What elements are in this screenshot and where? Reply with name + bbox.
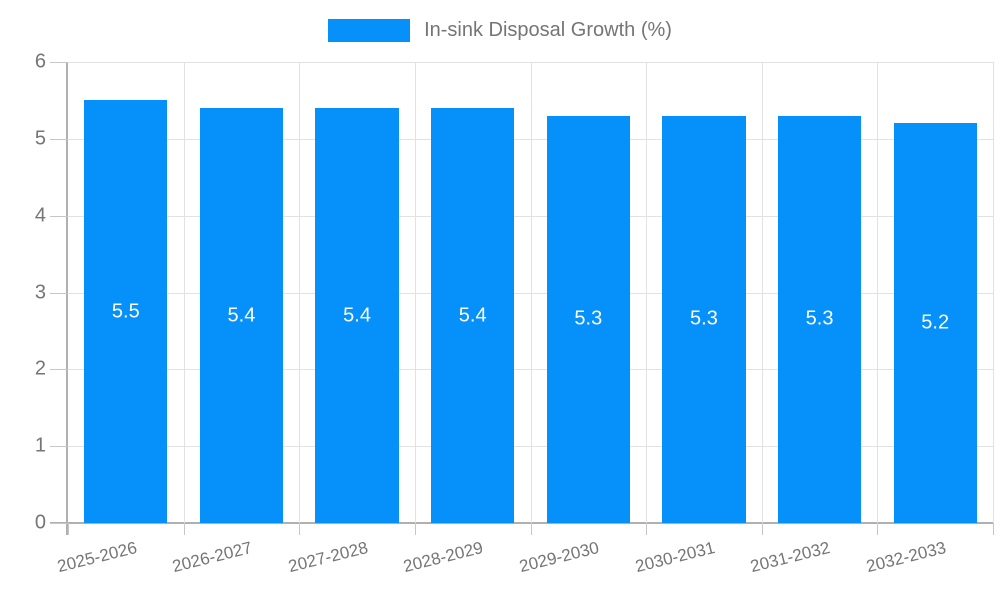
x-axis-tick bbox=[993, 523, 994, 535]
bar-2026-2027: 5.4 bbox=[199, 108, 284, 523]
x-axis-tick bbox=[68, 523, 69, 535]
y-axis-labels: 0 1 2 3 4 5 6 bbox=[0, 51, 46, 534]
y-axis-tick bbox=[50, 138, 68, 140]
gridline-vertical bbox=[414, 62, 416, 523]
legend-swatch-icon bbox=[328, 19, 411, 42]
x-axis-tick bbox=[183, 523, 185, 535]
gridline-vertical bbox=[761, 62, 763, 523]
bar-value-label: 5.3 bbox=[805, 307, 834, 330]
x-axis-labels: 2025-2026 2026-2027 2027-2028 2028-2029 2029… bbox=[55, 523, 993, 600]
gridline-vertical bbox=[993, 62, 994, 523]
bar-2031-2032: 5.3 bbox=[777, 115, 862, 523]
bar-value-label: 5.3 bbox=[574, 307, 603, 330]
x-tick-label: 2032-2033 bbox=[864, 538, 948, 577]
x-tick-label: 2025-2026 bbox=[54, 538, 139, 577]
bar-value-label: 5.3 bbox=[690, 307, 718, 330]
y-axis-tick bbox=[50, 292, 68, 294]
y-axis-tick bbox=[50, 215, 68, 217]
chart-legend[interactable]: In-sink Disposal Growth (%) bbox=[0, 19, 1000, 42]
x-axis-tick bbox=[761, 523, 763, 535]
gridline-vertical bbox=[299, 62, 301, 523]
bar-value-label: 5.2 bbox=[921, 311, 950, 334]
y-tick-label: 1 bbox=[34, 434, 46, 457]
bar-2032-2033: 5.2 bbox=[893, 123, 977, 523]
y-tick-label: 5 bbox=[34, 127, 46, 150]
x-tick-label: 2029-2030 bbox=[517, 538, 601, 577]
x-tick-label: 2030-2031 bbox=[633, 538, 717, 577]
bar-2029-2030: 5.3 bbox=[546, 115, 630, 523]
x-tick-label: 2028-2029 bbox=[401, 538, 486, 577]
x-axis-tick bbox=[877, 523, 879, 535]
y-axis-line bbox=[66, 62, 68, 535]
y-axis-tick bbox=[50, 446, 68, 448]
y-axis-tick bbox=[50, 369, 68, 371]
x-axis-tick bbox=[414, 523, 416, 535]
y-tick-label: 6 bbox=[34, 50, 46, 73]
x-axis-line bbox=[50, 522, 993, 524]
x-axis-tick bbox=[299, 523, 301, 535]
y-tick-label: 4 bbox=[34, 204, 46, 227]
gridline-vertical bbox=[183, 62, 185, 523]
legend-label: In-sink Disposal Growth (%) bbox=[424, 19, 672, 41]
y-tick-label: 3 bbox=[34, 281, 46, 303]
bar-value-label: 5.4 bbox=[458, 304, 487, 327]
plot-area: 5.5 5.4 5.4 5.4 5.3 5.3 5.3 5.2 bbox=[50, 62, 994, 535]
bar-2027-2028: 5.4 bbox=[315, 108, 399, 523]
y-tick-label: 2 bbox=[34, 357, 46, 380]
gridline-vertical bbox=[877, 62, 879, 523]
x-tick-label: 2027-2028 bbox=[286, 538, 370, 577]
bar-value-label: 5.5 bbox=[111, 300, 140, 323]
bar-2028-2029: 5.4 bbox=[431, 108, 515, 523]
bar-value-label: 5.4 bbox=[343, 304, 371, 327]
x-axis-tick bbox=[530, 523, 532, 535]
gridline-vertical bbox=[646, 62, 648, 523]
x-axis-tick bbox=[646, 523, 648, 535]
y-axis-tick bbox=[50, 62, 68, 63]
bar-value-label: 5.4 bbox=[227, 304, 256, 327]
bar-2030-2031: 5.3 bbox=[662, 115, 746, 523]
y-axis-tick bbox=[50, 523, 68, 524]
x-tick-label: 2031-2032 bbox=[748, 538, 833, 577]
x-tick-label: 2026-2027 bbox=[170, 538, 255, 577]
bar-2025-2026: 5.5 bbox=[84, 100, 168, 523]
y-tick-label: 0 bbox=[34, 511, 46, 534]
gridline-vertical bbox=[530, 62, 532, 523]
